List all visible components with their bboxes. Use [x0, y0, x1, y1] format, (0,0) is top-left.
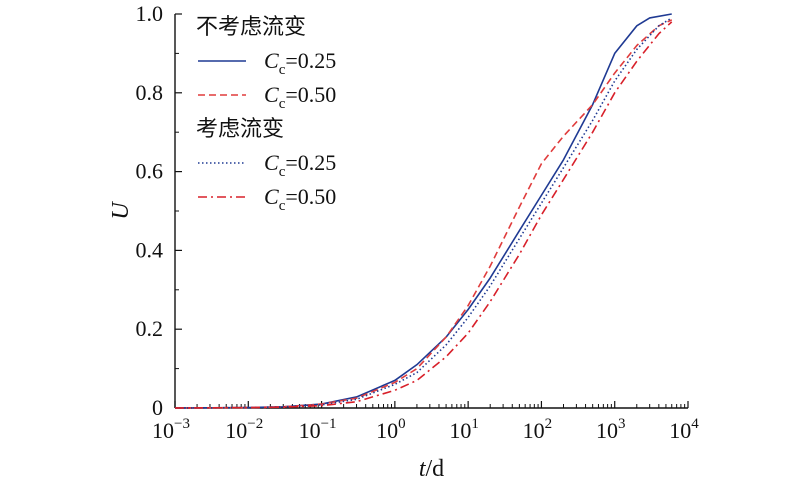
x-tick-base: 10 [449, 418, 471, 443]
x-tick-label: 10−2 [225, 416, 263, 443]
x-tick-base: 10 [225, 418, 247, 443]
x-axis-label: t/d [419, 456, 444, 482]
legend-group-heading: 考虑流变 [196, 117, 284, 142]
x-tick-label: 104 [669, 416, 699, 443]
x-tick-label: 103 [596, 416, 626, 443]
legend-entry-label: Cc=0.25 [264, 48, 336, 78]
axis-labels: t/d U [108, 201, 444, 482]
x-tick-base: 10 [152, 418, 174, 443]
x-tick-exponent: 2 [545, 416, 553, 432]
series-line-1 [174, 19, 673, 409]
legend: 不考虑流变 Cc=0.25 Cc=0.50 考虑流变 Cc=0.25 Cc=0.50 [196, 15, 336, 214]
legend-entry-label: Cc=0.25 [264, 150, 336, 180]
x-tick-exponent: 1 [471, 416, 479, 432]
x-tick-base: 10 [376, 418, 398, 443]
y-tick-label: 0.8 [136, 80, 164, 105]
y-tick-label: 1.0 [136, 1, 164, 26]
x-tick-exponent: −3 [174, 416, 190, 432]
x-tick-base: 10 [669, 418, 691, 443]
x-tick-label: 100 [376, 416, 406, 443]
series-line-3 [174, 21, 673, 409]
y-tick-label: 0.4 [136, 237, 164, 262]
x-tick-exponent: −2 [247, 416, 263, 432]
series-layer [174, 13, 673, 409]
x-tick-label: 101 [449, 416, 479, 443]
x-tick-base: 10 [523, 418, 545, 443]
y-axis-label: U [108, 201, 134, 220]
y-tick-label: 0.6 [136, 159, 164, 184]
y-tick-label: 0 [152, 395, 163, 420]
x-tick-label: 10−1 [299, 416, 337, 443]
legend-group-heading: 不考虑流变 [196, 15, 306, 40]
legend-entry-label: Cc=0.50 [264, 82, 336, 112]
legend-entry-label: Cc=0.50 [264, 184, 336, 214]
x-tick-exponent: −1 [321, 416, 337, 432]
x-axis-label-variable: t [419, 456, 427, 482]
x-tick-base: 10 [596, 418, 618, 443]
x-tick-exponent: 0 [398, 416, 406, 432]
x-tick-base: 10 [299, 418, 321, 443]
x-tick-exponent: 3 [618, 416, 626, 432]
y-tick-label: 0.2 [136, 316, 164, 341]
x-tick-label: 10−3 [152, 416, 190, 443]
axes: 10−3 10−2 10−1 100 101 102 103 10400.20.40.60.8… [136, 1, 700, 443]
x-axis-label-unit: /d [426, 456, 445, 482]
x-tick-exponent: 4 [691, 416, 699, 432]
x-tick-label: 102 [523, 416, 553, 443]
